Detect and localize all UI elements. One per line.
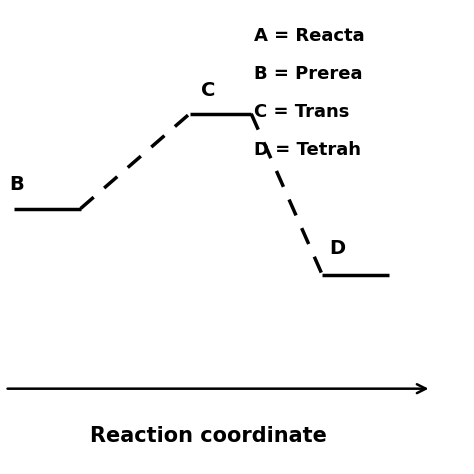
Text: D: D [329,239,346,258]
Text: C: C [201,81,216,100]
Text: B: B [9,175,24,194]
Text: D = Tetrah: D = Tetrah [254,141,361,159]
Text: C = Trans: C = Trans [254,103,349,121]
Text: Reaction coordinate: Reaction coordinate [90,426,327,446]
Text: B = Prerea: B = Prerea [254,65,362,83]
Text: A = Reacta: A = Reacta [254,27,364,45]
